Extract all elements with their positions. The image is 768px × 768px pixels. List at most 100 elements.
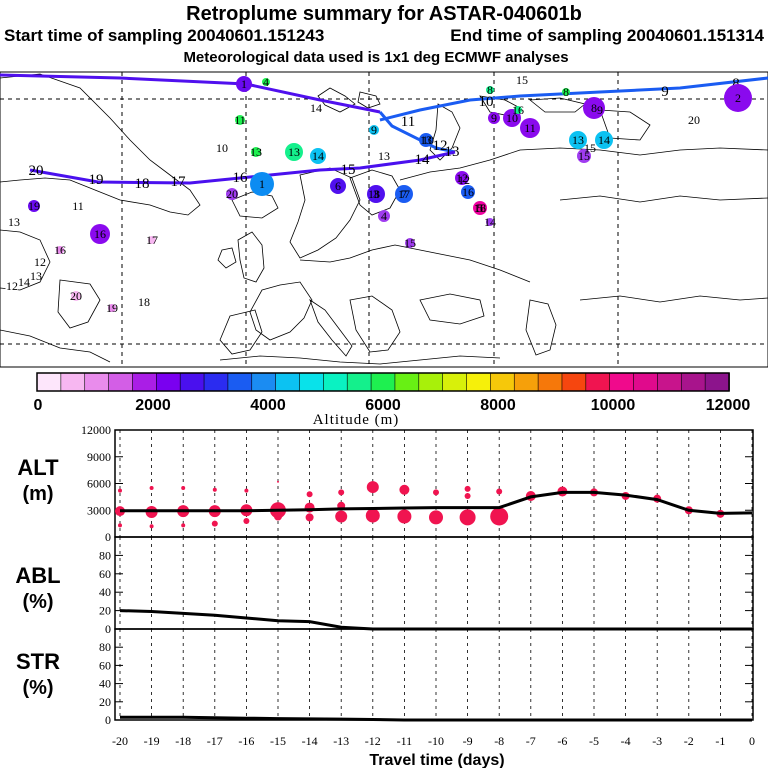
start-time-label: Start time of sampling 20040601.151243: [4, 26, 324, 45]
trajectory-point: [148, 236, 156, 244]
panel-abl: ABL (%) 0 20 40 60 80: [15, 536, 754, 636]
alt-ytick-label: 12000: [81, 423, 111, 437]
trajectory-point: [250, 172, 274, 196]
altitude-colorbar: 0 2000 4000 6000 8000 10000 12000 Altitude (m): [34, 372, 750, 428]
trajectory-point-label: 13: [378, 149, 390, 163]
trajectory-point: [461, 185, 475, 199]
trajectory-point-label: 13: [572, 133, 584, 147]
trajectory-point-label: 18: [368, 187, 380, 201]
trajectory-point: [395, 185, 413, 203]
track-day-label: 14: [415, 152, 431, 168]
alt-dot: [429, 510, 443, 525]
figure-title: Retroplume summary for ASTAR-040601b: [186, 3, 582, 25]
trajectory-point: [71, 291, 81, 301]
trajectory-point: [5, 279, 19, 293]
colorbar-cell: [704, 372, 730, 392]
trajectory-point-label: 1: [241, 77, 247, 91]
colorbar-cell: [132, 372, 158, 392]
x-tick-label: -5: [589, 734, 599, 748]
trajectory-point-label: 8: [563, 85, 569, 99]
alt-dot: [212, 487, 217, 492]
track-day-label: 19: [89, 172, 104, 188]
trajectory-point-label: 12: [34, 255, 46, 269]
str-x-ticks: [119, 629, 753, 720]
track-day-label: 11: [401, 114, 415, 130]
alt-dot: [244, 488, 249, 493]
trajectory-point: [488, 112, 500, 124]
track-day-label: 10: [479, 94, 494, 110]
trajectory-point-label: 19: [106, 301, 118, 315]
colorbar-tick-label: 2000: [135, 397, 171, 414]
alt-dot: [464, 485, 471, 492]
track-day-label: 13: [445, 144, 460, 160]
colorbar-cell: [60, 372, 86, 392]
trajectory-point-label: 16: [474, 201, 486, 215]
alt-dot: [181, 485, 186, 490]
alt-dot: [181, 523, 186, 528]
x-tick-labels: -20 -19 -18 -17 -16 -15 -14 -13 -12 -11 -10 -9 -8 -7-…: [112, 734, 755, 748]
end-time-label: End time of sampling 20040601.151314: [450, 26, 764, 45]
alt-dot: [149, 524, 154, 529]
alt-ytick-label: 3000: [87, 503, 111, 517]
trajectory-point: [486, 218, 494, 226]
track-day-label: 18: [135, 176, 150, 192]
alt-dot: [459, 509, 476, 526]
panel-alt: ALT (m) 0 3000 6000 9000 12000: [17, 423, 754, 544]
trajectory-point: [562, 88, 570, 96]
colorbar-cell: [179, 372, 205, 392]
trajectory-point: [378, 210, 390, 222]
colorbar-cell: [108, 372, 134, 392]
trajectory-point-label: 9: [491, 111, 497, 125]
alt-y-ticks: 0 3000 6000 9000 12000: [81, 423, 753, 544]
colorbar-cell: [680, 372, 706, 392]
track-day-label: 20: [29, 163, 44, 179]
str-ytick-label: 40: [99, 677, 111, 691]
alt-dot: [397, 509, 412, 524]
alt-ytick-label: 9000: [87, 450, 111, 464]
track-day-label: 9: [661, 84, 669, 100]
alt-dot: [274, 512, 282, 521]
trajectory-point: [724, 84, 752, 112]
x-tick-label: -9: [463, 734, 473, 748]
x-axis-label: Travel time (days): [369, 752, 504, 768]
alt-dot: [338, 489, 345, 496]
trajectory-point-label: 13: [250, 145, 262, 159]
colorbar-cell: [275, 372, 301, 392]
map-gridlines: [0, 72, 768, 367]
trajectory-point-label: 20: [226, 187, 238, 201]
trajectory-point-label: 10: [216, 141, 228, 155]
abl-ytick-label: 20: [99, 604, 111, 618]
track-day-label: 12: [433, 138, 448, 154]
abl-line: [119, 609, 752, 631]
x-tick-label: -18: [175, 734, 191, 748]
colorbar-cell: [466, 372, 492, 392]
trajectory-point-label: 13: [30, 269, 42, 283]
x-tick-label: -15: [270, 734, 286, 748]
str-ytick-label: 60: [99, 658, 111, 672]
colorbar-cell: [36, 372, 62, 392]
colorbar-cell: [203, 372, 229, 392]
trajectory-point-label: 8: [591, 101, 597, 115]
trajectory-point: [330, 178, 346, 194]
alt-dot: [211, 520, 218, 527]
alt-dot: [335, 510, 348, 523]
trajectory-point-label: 12: [6, 279, 18, 293]
trajectory-point-label: 11: [72, 199, 84, 213]
trajectory-point: [108, 304, 116, 312]
trajectory-point-label: 16: [54, 243, 66, 257]
colorbar-cell: [633, 372, 659, 392]
trajectory-point: [577, 149, 591, 163]
alt-ytick-label: 0: [105, 530, 111, 544]
trajectory-point: [310, 148, 326, 164]
trajectory-point-label: 16: [512, 103, 524, 117]
trajectory-point-label: 13: [420, 133, 432, 147]
trajectory-point-label: 14: [598, 133, 610, 147]
colorbar-cell: [84, 372, 110, 392]
str-ytick-label: 80: [99, 640, 111, 654]
trajectory-point: [473, 201, 487, 215]
trajectory-point: [90, 224, 110, 244]
track-day-label: 17: [171, 174, 187, 190]
alt-dot: [433, 489, 439, 496]
